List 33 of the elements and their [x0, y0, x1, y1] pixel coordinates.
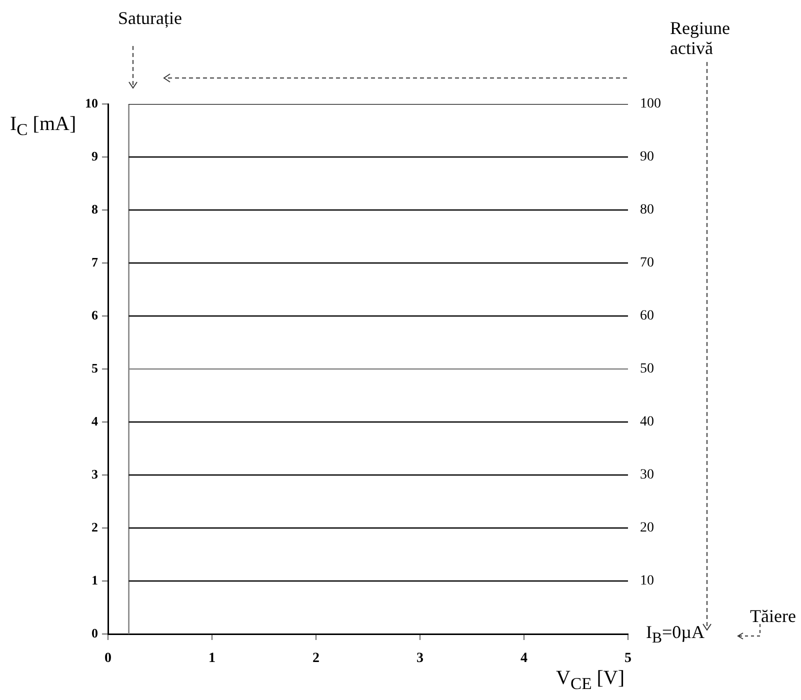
y-tick-label: 9: [92, 148, 98, 164]
y-tick-label: 7: [92, 254, 98, 270]
text: Tăiere: [750, 606, 797, 626]
x-tick-label: 5: [624, 651, 632, 666]
x-tick-label: 1: [208, 651, 216, 666]
series-label: 100: [640, 96, 661, 112]
x-tick-label: 4: [520, 651, 528, 666]
text: I$_{B}$=0µA: [646, 622, 706, 649]
text: Regiune activă: [670, 18, 731, 58]
x-tick-label: 0: [104, 651, 112, 666]
y-tick-label: 2: [92, 519, 98, 534]
series-label: 90: [640, 150, 654, 165]
series-label: 50: [640, 362, 654, 377]
series-label: 60: [640, 308, 654, 324]
series-label: 40: [640, 414, 654, 430]
series-label: 70: [640, 256, 654, 271]
x-tick-label: 2: [312, 651, 320, 666]
y-tick-label: 3: [92, 466, 98, 482]
series-label: 10: [640, 574, 654, 589]
series-label: 80: [640, 202, 654, 218]
x-axis-title: V$_{CE}$ [V]: [556, 667, 625, 694]
y-tick-label: 10: [85, 95, 98, 110]
x-tick-label: 3: [416, 651, 424, 666]
text: Saturație: [118, 8, 183, 28]
y-tick-label: 4: [92, 413, 98, 428]
y-axis-title: I$_{C}$ [mA]: [10, 113, 76, 140]
y-tick-label: 5: [92, 360, 98, 376]
series-label: 20: [640, 520, 654, 536]
y-tick-label: 8: [92, 201, 98, 216]
y-tick-label: 0: [92, 625, 98, 640]
y-tick-label: 6: [92, 307, 98, 322]
series-label: 30: [640, 468, 654, 483]
y-tick-label: 1: [92, 572, 98, 588]
